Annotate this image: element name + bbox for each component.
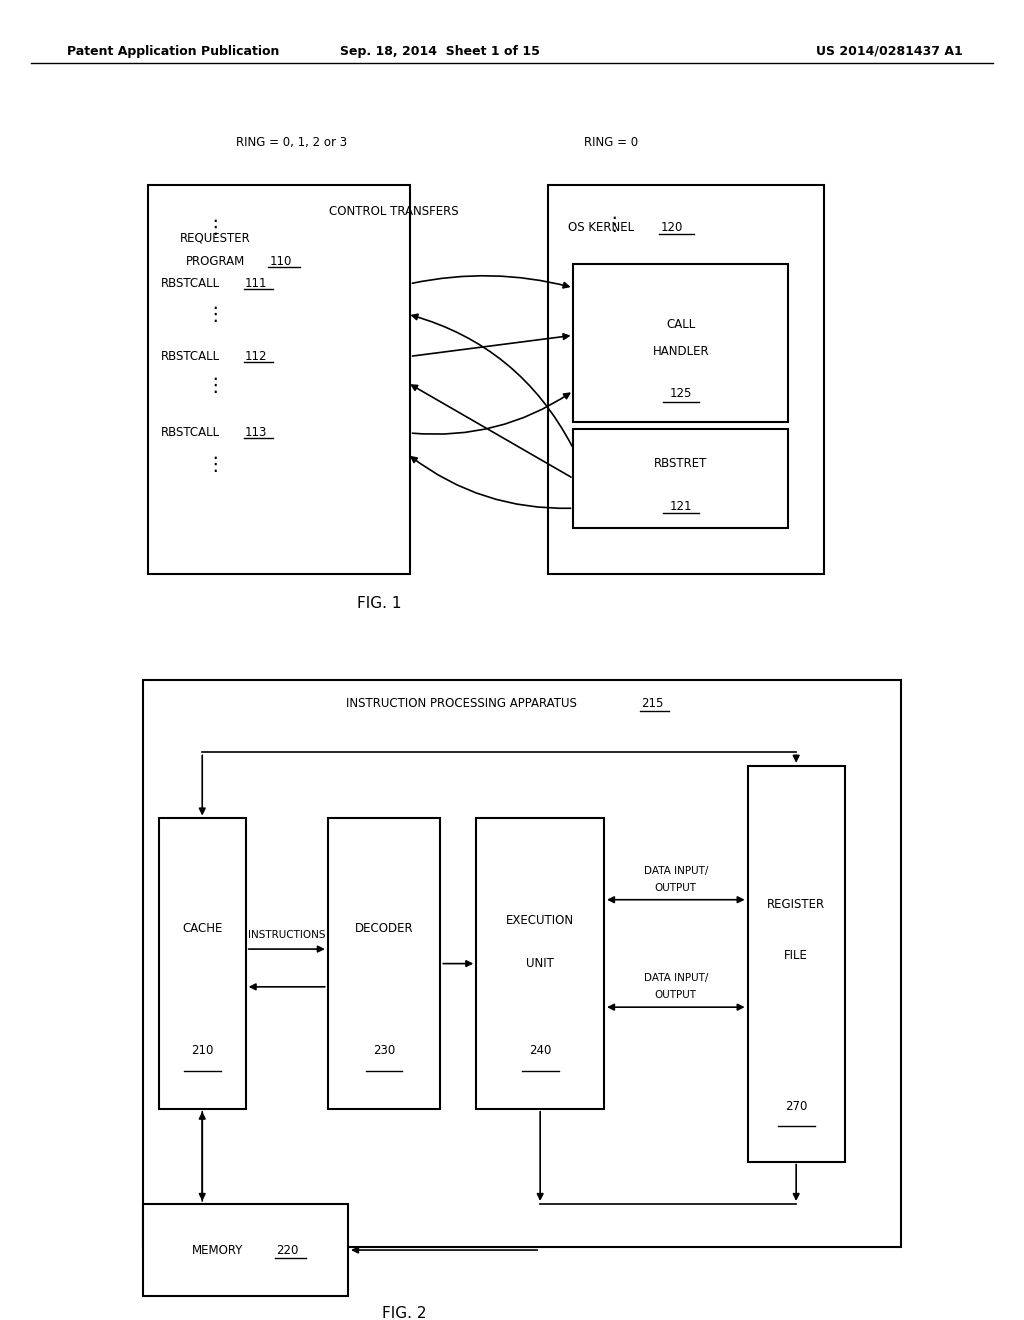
Text: OUTPUT: OUTPUT (654, 990, 697, 1001)
Text: EXECUTION: EXECUTION (506, 913, 574, 927)
Text: 121: 121 (670, 500, 692, 512)
Text: 270: 270 (785, 1100, 807, 1113)
Text: Sep. 18, 2014  Sheet 1 of 15: Sep. 18, 2014 Sheet 1 of 15 (340, 45, 541, 58)
Text: ⋮: ⋮ (205, 218, 225, 236)
Text: RBSTRET: RBSTRET (654, 457, 708, 470)
Bar (573, 264, 788, 422)
Bar (548, 185, 824, 574)
Text: 112: 112 (245, 350, 267, 363)
Text: 240: 240 (529, 1044, 551, 1057)
Text: FIG. 2: FIG. 2 (382, 1305, 427, 1320)
Text: Patent Application Publication: Patent Application Publication (67, 45, 279, 58)
Text: DECODER: DECODER (354, 923, 414, 936)
Text: RING = 0: RING = 0 (584, 136, 638, 149)
Text: OUTPUT: OUTPUT (654, 883, 697, 892)
Text: ⋮: ⋮ (205, 376, 225, 395)
Text: 215: 215 (641, 697, 664, 710)
Text: 230: 230 (373, 1044, 395, 1057)
Text: PROGRAM: PROGRAM (185, 255, 245, 268)
Text: 110: 110 (269, 255, 292, 268)
Text: DATA INPUT/: DATA INPUT/ (644, 973, 708, 983)
Bar (476, 818, 604, 1109)
Text: CALL: CALL (667, 318, 695, 331)
Text: RING = 0, 1, 2 or 3: RING = 0, 1, 2 or 3 (236, 136, 347, 149)
Text: RBSTCALL: RBSTCALL (161, 426, 220, 440)
Text: 120: 120 (660, 220, 683, 234)
Bar (159, 818, 246, 1109)
Bar (328, 818, 440, 1109)
Bar (148, 185, 410, 574)
Text: CACHE: CACHE (182, 923, 222, 936)
Text: INSTRUCTIONS: INSTRUCTIONS (248, 929, 326, 940)
Text: RBSTCALL: RBSTCALL (161, 350, 220, 363)
Text: OS KERNEL: OS KERNEL (568, 220, 635, 234)
Text: 220: 220 (276, 1243, 299, 1257)
Text: 113: 113 (245, 426, 267, 440)
Text: 210: 210 (191, 1044, 213, 1057)
Text: FILE: FILE (784, 949, 808, 962)
Text: 111: 111 (245, 277, 267, 290)
Text: REQUESTER: REQUESTER (179, 231, 251, 244)
Text: ⋮: ⋮ (205, 305, 225, 323)
Text: 125: 125 (670, 387, 692, 400)
Text: CONTROL TRANSFERS: CONTROL TRANSFERS (330, 205, 459, 218)
Bar (143, 1204, 348, 1296)
Text: DATA INPUT/: DATA INPUT/ (644, 866, 708, 875)
Text: ⋮: ⋮ (205, 455, 225, 474)
Text: MEMORY: MEMORY (191, 1243, 243, 1257)
Text: RBSTCALL: RBSTCALL (161, 277, 220, 290)
Text: UNIT: UNIT (526, 957, 554, 970)
Text: HANDLER: HANDLER (652, 345, 710, 358)
Text: ⋮: ⋮ (604, 215, 625, 234)
Bar (573, 429, 788, 528)
Text: REGISTER: REGISTER (767, 898, 825, 911)
Bar (143, 680, 901, 1247)
Text: FIG. 1: FIG. 1 (356, 595, 401, 611)
Text: US 2014/0281437 A1: US 2014/0281437 A1 (816, 45, 963, 58)
Bar (748, 766, 845, 1162)
Text: INSTRUCTION PROCESSING APPARATUS: INSTRUCTION PROCESSING APPARATUS (346, 697, 578, 710)
